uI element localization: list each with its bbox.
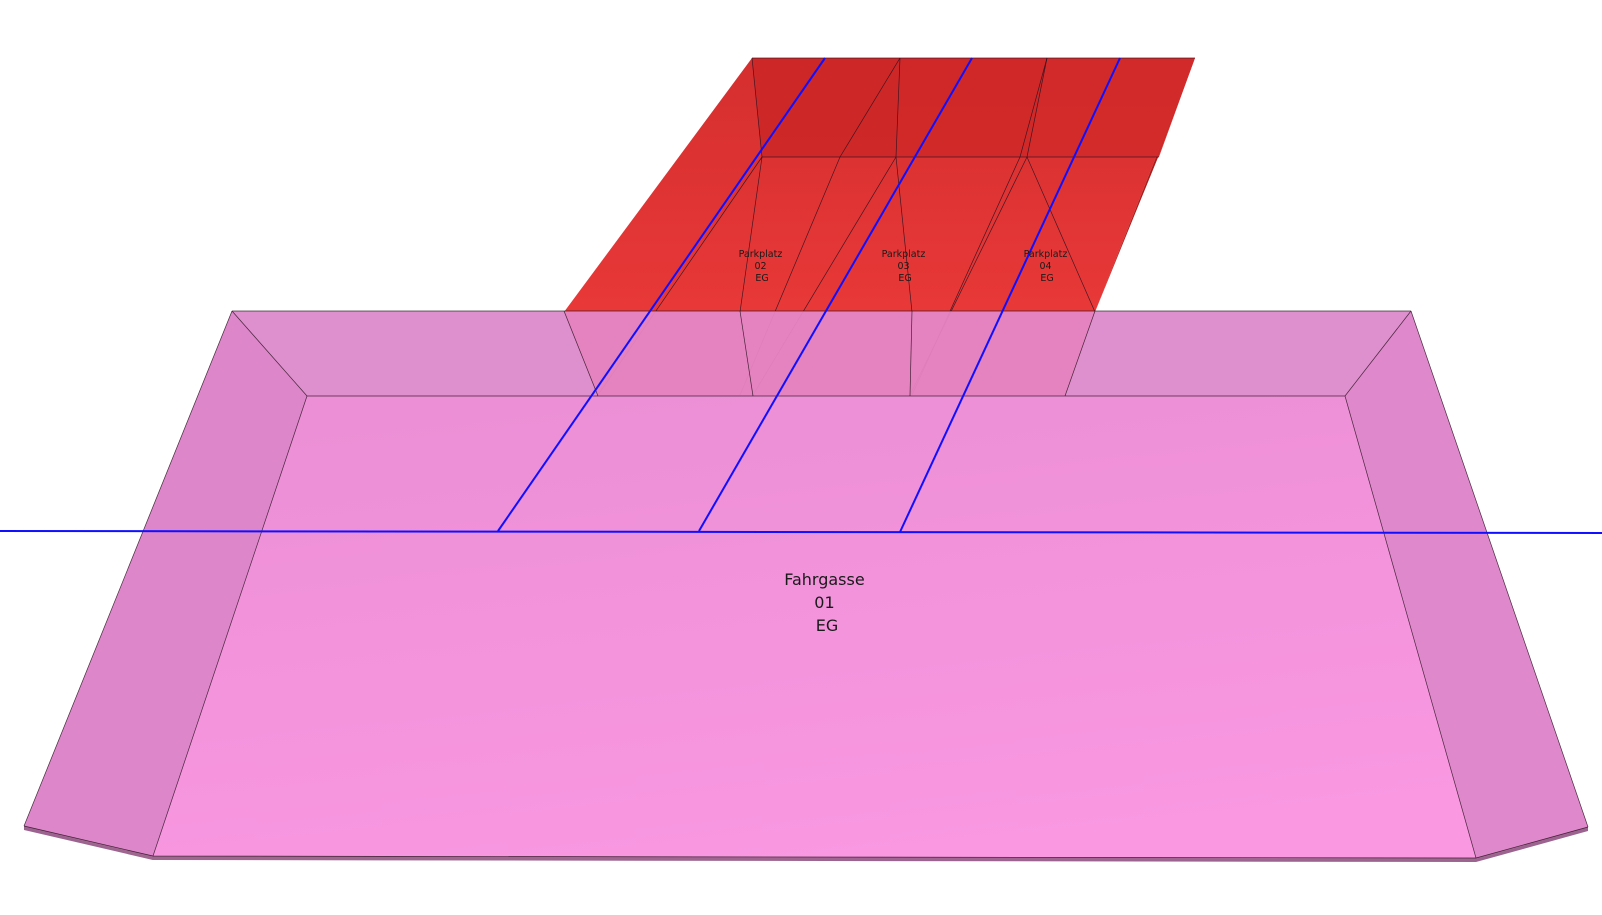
driveway-edge-right-inner — [1344, 395, 1477, 859]
parking-labels-group: Parkplatz 02 EG Parkplatz 03 EG Parkplat… — [739, 249, 1071, 284]
grid-line-diagonal-3[interactable] — [899, 57, 1121, 533]
driveway-front-lip — [24, 826, 1588, 860]
driveway-edge-left-corner — [231, 310, 308, 397]
driveway-edge-left-outer — [23, 310, 233, 827]
driveway-label: Fahrgasse 01 EG — [784, 570, 870, 635]
grid-line-horizontal[interactable] — [0, 530, 1602, 534]
driveway-edge-bottom — [23, 825, 1589, 859]
parking-label-02: Parkplatz 02 EG — [739, 249, 786, 284]
parking-label-04: Parkplatz 04 EG — [1024, 249, 1071, 284]
parking-bay-03-back[interactable] — [896, 58, 1047, 157]
grid-line-diagonal-2[interactable] — [698, 57, 973, 532]
driveway-right-wall — [1345, 311, 1588, 858]
parking-bay-04-back[interactable] — [1027, 58, 1195, 157]
grid-lines-group — [0, 57, 1602, 534]
driveway-floor[interactable] — [153, 396, 1476, 858]
parking-overlap-tint — [564, 311, 1095, 396]
parking-label-03: Parkplatz 03 EG — [882, 249, 929, 284]
parking-edge-lower-4 — [1064, 310, 1096, 397]
driveway-edge-right-corner — [1344, 310, 1412, 397]
parking-edge-lower-3 — [909, 310, 913, 397]
parking-bay-02-back[interactable] — [752, 58, 900, 157]
parking-edge-lower-1 — [563, 310, 599, 397]
driveway-edge-left-inner — [152, 395, 308, 857]
driveway-left-wall — [24, 311, 307, 856]
parking-spaces-group — [564, 57, 1195, 396]
grid-line-diagonal-1[interactable] — [497, 57, 826, 532]
driveway-edge-right-outer — [1410, 310, 1589, 828]
parking-edge-lower-2 — [739, 310, 754, 397]
driveway-group — [23, 310, 1589, 862]
